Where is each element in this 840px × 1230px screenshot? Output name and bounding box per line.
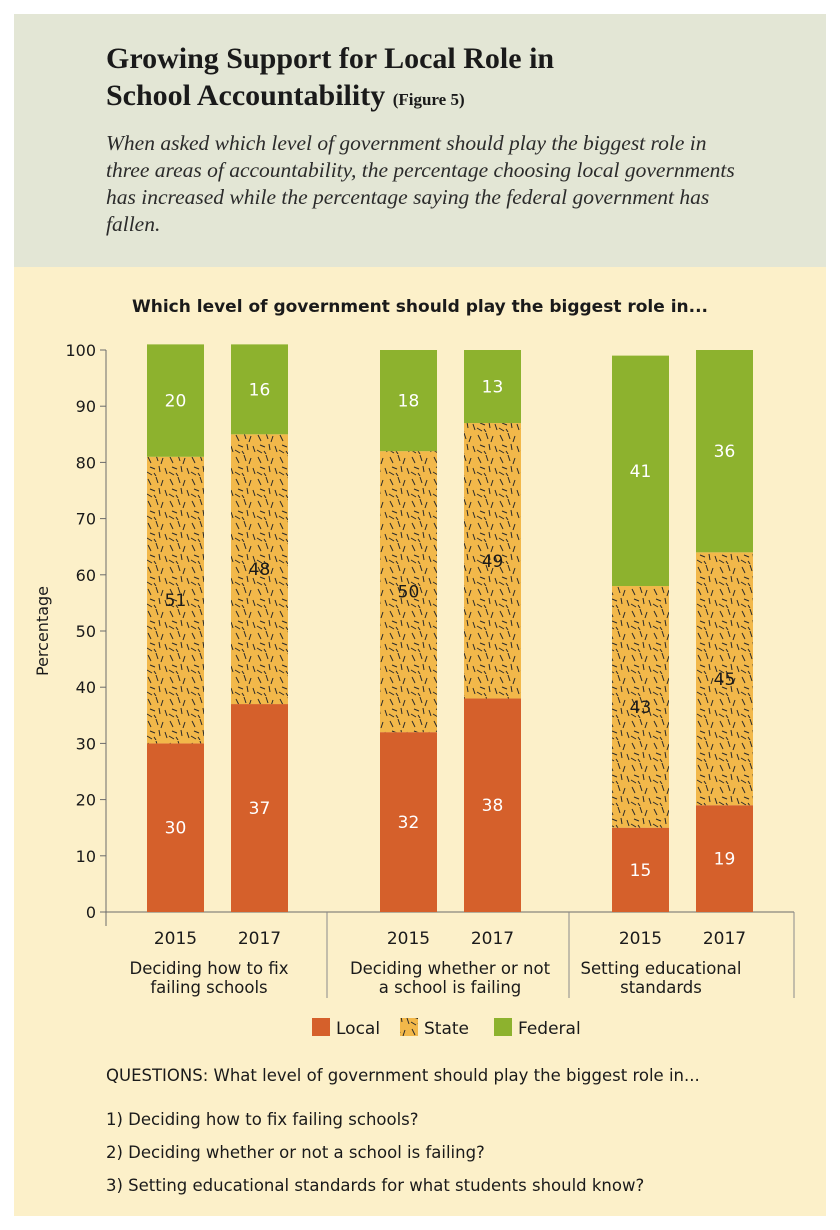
data-label-federal: 13 xyxy=(482,378,504,398)
bar-local-segment xyxy=(696,805,753,912)
group-label-line-1: Deciding how to fix xyxy=(129,959,288,978)
data-label-state: 50 xyxy=(398,583,420,603)
bar-local-segment xyxy=(147,743,204,912)
question-1: 1) Deciding how to fix failing schools? xyxy=(106,1110,419,1129)
bar-local-segment xyxy=(380,732,437,912)
bar-state-segment-texture xyxy=(612,586,669,828)
data-label-federal: 36 xyxy=(714,442,736,462)
legend-swatch-local xyxy=(312,1018,330,1036)
questions-block: QUESTIONS: What level of government shou… xyxy=(106,1066,806,1209)
data-label-local: 32 xyxy=(398,813,420,833)
group-label-line-2: a school is failing xyxy=(379,978,522,997)
data-label-federal: 16 xyxy=(249,380,271,400)
data-label-state: 49 xyxy=(482,552,504,572)
data-label-state: 45 xyxy=(714,670,736,690)
figure-panel: Growing Support for Local Role in School… xyxy=(14,14,826,1216)
group-label-line-1: Deciding whether or not xyxy=(350,959,551,978)
bar-federal-segment xyxy=(147,344,204,457)
figure-subtitle: When asked which level of government sho… xyxy=(106,131,735,236)
chart-title: Which level of government should play th… xyxy=(131,297,709,317)
bar-federal-segment xyxy=(696,350,753,553)
bar-state-segment-texture xyxy=(231,434,288,705)
legend-label-state: State xyxy=(424,1019,469,1039)
bar-state-segment-texture xyxy=(147,456,204,744)
y-tick-label: 70 xyxy=(76,510,96,529)
x-year-label: 2017 xyxy=(471,929,514,949)
bar-state-segment-texture xyxy=(380,451,437,733)
chart-bars: 30 51 20 37 48 16 32 50 18 38 49 13 15 43 41 19 45 36 xyxy=(147,344,753,912)
data-label-local: 37 xyxy=(249,799,271,819)
figure-title: Growing Support for Local Role in School… xyxy=(106,40,806,118)
y-axis-title: Percentage xyxy=(33,586,52,676)
title-line-1: Growing Support for Local Role in xyxy=(106,42,555,75)
group-label-line-1: Setting educational xyxy=(581,959,742,978)
data-label-federal: 20 xyxy=(165,392,187,412)
data-label-local: 15 xyxy=(630,861,652,881)
y-tick-label: 10 xyxy=(76,847,96,866)
legend-label-federal: Federal xyxy=(518,1019,581,1039)
group-label-line-2: standards xyxy=(620,978,702,997)
chart-axes: 0 10 20 30 40 50 60 70 80 90 100 Percentage xyxy=(33,341,795,998)
data-label-local: 38 xyxy=(482,796,504,816)
title-line-2-text: School Accountability xyxy=(106,79,386,112)
data-label-state: 51 xyxy=(165,591,187,611)
y-tick-label: 60 xyxy=(76,566,96,585)
bar-federal-segment xyxy=(380,350,437,452)
data-label-local: 19 xyxy=(714,850,736,870)
questions-lead: QUESTIONS: What level of government shou… xyxy=(106,1066,700,1085)
question-3: 3) Setting educational standards for wha… xyxy=(106,1176,645,1195)
bar-local-segment xyxy=(464,698,521,912)
group-label-line-2: failing schools xyxy=(150,978,267,997)
title-line-2: School Accountability (Figure 5) xyxy=(106,77,806,118)
x-year-label: 2015 xyxy=(619,929,662,949)
y-tick-label: 20 xyxy=(76,791,96,810)
bar-federal-segment xyxy=(612,355,669,587)
bar-state-segment-texture xyxy=(696,552,753,806)
x-year-label: 2017 xyxy=(703,929,746,949)
bar-local-segment xyxy=(231,704,288,912)
x-year-label: 2015 xyxy=(154,929,197,949)
data-label-state: 43 xyxy=(630,698,652,718)
bar-local-segment xyxy=(612,827,669,912)
bar-federal-segment xyxy=(231,344,288,435)
y-tick-label: 0 xyxy=(86,903,96,922)
question-2: 2) Deciding whether or not a school is f… xyxy=(106,1143,485,1162)
bar-federal-segment xyxy=(464,350,521,424)
y-tick-label: 80 xyxy=(76,453,96,472)
y-tick-label: 100 xyxy=(65,341,96,360)
x-year-label: 2015 xyxy=(387,929,430,949)
chart-legend: Local State Federal xyxy=(312,1018,581,1039)
bar-state-segment-texture xyxy=(464,423,521,699)
y-tick-label: 90 xyxy=(76,397,96,416)
legend-swatch-texture xyxy=(400,1018,418,1036)
data-label-federal: 41 xyxy=(630,462,652,482)
data-label-local: 30 xyxy=(165,819,187,839)
legend-swatch-federal xyxy=(494,1018,512,1036)
x-year-label: 2017 xyxy=(238,929,281,949)
legend-label-local: Local xyxy=(336,1019,380,1039)
data-label-state: 48 xyxy=(249,560,271,580)
figure-label: (Figure 5) xyxy=(392,90,465,109)
figure-header: Growing Support for Local Role in School… xyxy=(14,14,826,267)
data-label-federal: 18 xyxy=(398,392,420,412)
y-tick-label: 40 xyxy=(76,678,96,697)
y-tick-label: 50 xyxy=(76,622,96,641)
y-tick-label: 30 xyxy=(76,734,96,753)
